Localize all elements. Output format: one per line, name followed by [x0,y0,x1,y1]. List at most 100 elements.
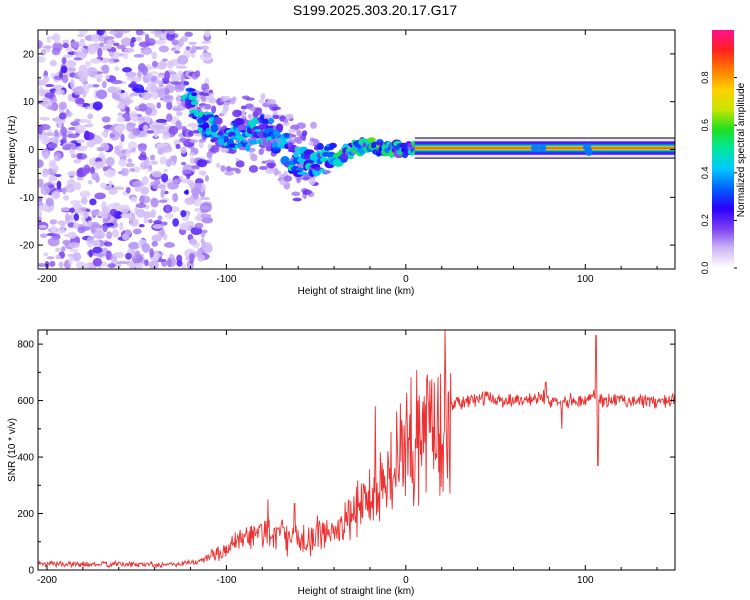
spectrogram-noise-cell [166,258,172,268]
spectrogram-noise-cell [142,115,151,124]
spectrogram-ridge-cell [215,117,223,125]
spectrogram-noise-cell [54,89,65,95]
spectrogram-noise-cell [81,196,88,205]
spectrogram-noise-cell [99,42,104,47]
spectrogram-ridge-cell [234,117,245,126]
spectrogram-noise-cell [128,261,136,269]
spectrogram-noise-cell [141,65,149,76]
spectrogram-noise-cell [38,178,44,188]
spectrogram-noise-cell [176,254,183,263]
spectrogram-noise-cell [283,175,293,182]
spectrogram-noise-cell [151,241,158,247]
spectrogram-noise-cell [91,84,100,88]
spectrogram-noise-cell [120,212,132,219]
snr-y-label: SNR (10 * v/v) [7,418,18,482]
spectrogram-noise-cell [102,224,108,233]
spectrogram-noise-cell [199,52,212,61]
spectrogram-x-label: Height of straight line (km) [298,286,415,297]
spectrogram-noise-cell [101,64,110,74]
spectrogram-noise-cell [105,156,115,167]
spectrogram-noise-cell [62,42,69,49]
spectrogram-ridge-cell [205,114,214,118]
spectrogram-noise-cell [282,121,291,127]
spectrogram-noise-cell [109,208,118,217]
spectrogram-noise-cell [92,246,103,254]
spectrogram-noise-cell [87,44,97,55]
spectrogram-noise-cell [120,37,132,47]
spectrogram-noise-cell [69,214,75,220]
spectrogram-ridge-cell [210,123,219,133]
spectrogram-noise-cell [47,237,60,247]
spectrogram-noise-cell [156,30,163,38]
spectrogram-noise-cell [118,141,123,152]
spectrogram-noise-cell [240,115,247,119]
spectrogram-noise-cell [203,245,213,254]
spectrogram-noise-cell [151,51,158,60]
spectrogram-noise-cell [258,98,264,104]
spectrogram-noise-cell [101,116,111,123]
spectrogram-noise-cell [60,126,68,135]
spectrogram-noise-cell [181,125,187,131]
spectrogram-ridge-cell [296,158,306,162]
spectrogram-noise-cell [39,116,51,121]
spectrogram-ridge-cell [531,144,540,153]
spectrogram-noise-cell [103,241,113,247]
spectrogram-noise-cell [123,47,135,53]
spectrogram-noise-cell [260,93,266,100]
spectrogram-noise-cell [82,84,88,90]
spectrogram-noise-cell [108,188,118,195]
spectrogram-noise-cell [125,71,137,78]
spectrogram-noise-cell [196,159,208,168]
spectrogram-noise-cell [65,108,70,116]
spectrogram-noise-cell [208,98,218,104]
spectrogram-ridge-cell [193,110,201,118]
spectrogram-noise-cell [68,256,73,266]
spectrogram-noise-cell [179,175,184,180]
spectrogram-noise-cell [72,208,83,214]
spectrogram-noise-cell [150,30,156,35]
spectrogram-noise-cell [161,173,169,183]
spectrogram-noise-cell [164,70,171,81]
spectrogram-noise-cell [140,161,149,170]
spectrogram-noise-cell [80,38,85,43]
spectrogram-noise-cell [42,45,52,49]
spectrogram-noise-cell [93,252,106,257]
spectrogram-noise-cell [125,106,130,114]
spectrogram-noise-cell [117,112,123,117]
spectrogram-noise-cell [175,65,187,69]
spectrogram-noise-cell [171,81,181,86]
spectrogram-noise-cell [283,118,289,124]
spectrogram-noise-cell [144,48,150,55]
spectrogram-noise-cell [151,91,159,100]
spectrogram-noise-cell [154,39,167,45]
spectrogram-noise-cell [137,116,145,122]
spectrogram-noise-cell [169,71,177,75]
spectrogram-noise-cell [90,209,100,216]
spectrogram-noise-cell [74,181,82,191]
spectrogram-ridge-cell [297,171,308,176]
snr-x-tick-label: -200 [37,575,57,586]
spectrogram-noise-cell [41,168,50,178]
spectrogram-noise-cell [163,242,175,248]
spectrogram-noise-cell [125,252,132,260]
spectrogram-ridge-cell [268,118,275,124]
spectrogram-noise-cell [291,191,301,197]
spectrogram-noise-cell [170,47,176,52]
spectrogram-noise-cell [188,252,195,262]
spectrogram-x-tick-label: -200 [37,274,57,285]
spectrogram-noise-cell [163,233,168,241]
spectrogram-noise-cell [48,184,55,189]
spectrogram-noise-cell [166,100,173,111]
spectrogram-ridge-cell [309,156,318,161]
spectrogram-noise-cell [49,59,58,67]
spectrogram-noise-cell [179,222,189,231]
spectrogram-noise-cell [165,158,172,168]
spectrogram-noise-cell [63,195,70,201]
spectrogram-noise-cell [208,89,213,94]
spectrogram-noise-cell [129,110,138,121]
spectrogram-noise-cell [180,146,187,154]
spectrogram-ridge-cell [316,142,324,151]
spectrogram-noise-cell [118,30,131,34]
spectrogram-y-tick-label: -20 [20,241,35,252]
spectrogram-noise-cell [191,53,196,59]
